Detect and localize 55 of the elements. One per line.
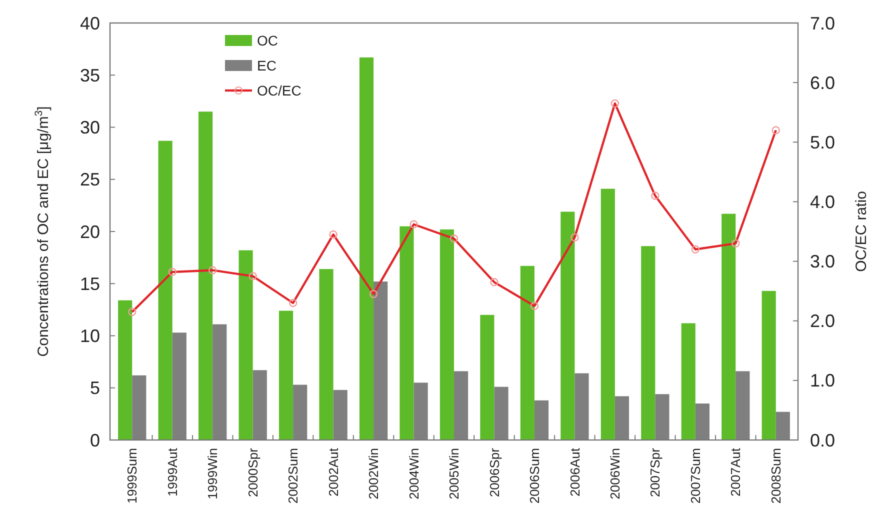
y-tick-label: 35 bbox=[80, 65, 100, 86]
x-tick-label: 2000Spr bbox=[245, 447, 260, 498]
bar bbox=[641, 246, 656, 440]
x-tick-label: 2005Win bbox=[446, 448, 462, 500]
x-tick-label: 2006Aut bbox=[567, 448, 582, 496]
y-tick-label: 10 bbox=[80, 326, 100, 346]
bar bbox=[400, 226, 414, 440]
y-tick-label: 0 bbox=[90, 430, 100, 450]
bar bbox=[600, 188, 615, 440]
x-tick-label: 1999Win bbox=[205, 448, 220, 500]
bar bbox=[440, 229, 454, 440]
y2-axis-title: OC/EC ratio bbox=[853, 191, 870, 272]
bar bbox=[722, 214, 736, 440]
x-tick-label: 2007Spr bbox=[648, 447, 663, 498]
x-tick-label: 2006Win bbox=[607, 448, 622, 500]
x-tick-label: 1999Sum bbox=[124, 448, 140, 504]
y2-tick-label: 0.0 bbox=[810, 430, 836, 450]
y-tick-label: 20 bbox=[80, 222, 100, 242]
bar bbox=[762, 290, 776, 440]
y-tick-label: 15 bbox=[80, 274, 100, 294]
y-tick-label: 30 bbox=[80, 118, 100, 138]
bar bbox=[278, 310, 294, 440]
x-tick-label: 1999Aut bbox=[164, 448, 180, 496]
bar bbox=[520, 266, 534, 440]
x-tick-label: 2006Sum bbox=[527, 448, 542, 504]
y2-tick-label: 1.0 bbox=[810, 370, 836, 391]
bar bbox=[158, 140, 172, 440]
x-tick-label: 2002Aut bbox=[326, 448, 341, 496]
y2-tick-label: 2.0 bbox=[810, 311, 836, 332]
y2-tick-label: 6.0 bbox=[810, 72, 836, 93]
x-tick-label: 2008Sum bbox=[768, 448, 784, 504]
bar bbox=[238, 250, 253, 440]
y2-tick-label: 3.0 bbox=[810, 252, 836, 272]
legend-label: OC bbox=[257, 32, 278, 48]
legend-label: OC/EC bbox=[257, 82, 302, 98]
bar bbox=[198, 112, 213, 440]
x-tick-label: 2007Aut bbox=[728, 448, 744, 496]
y-tick-label: 40 bbox=[80, 13, 100, 34]
y-tick-label: 5 bbox=[90, 378, 100, 398]
x-tick-label: 2007Sum bbox=[688, 448, 703, 504]
x-tick-label: 2006Spr bbox=[486, 447, 502, 498]
bar bbox=[319, 269, 334, 440]
x-tick-label: 2002Sum bbox=[286, 448, 301, 504]
x-tick-label: 2002Win bbox=[366, 448, 382, 500]
bar bbox=[118, 300, 132, 440]
x-tick-label: 2004Win bbox=[406, 448, 422, 500]
bar bbox=[560, 212, 575, 440]
bar bbox=[681, 323, 696, 440]
y-tick-label: 25 bbox=[80, 170, 100, 190]
y2-tick-label: 4.0 bbox=[810, 192, 836, 212]
bar bbox=[359, 57, 374, 440]
bar bbox=[480, 314, 494, 440]
y2-tick-label: 5.0 bbox=[810, 132, 836, 152]
legend-label: EC bbox=[257, 57, 276, 74]
y2-tick-label: 7.0 bbox=[810, 13, 836, 34]
